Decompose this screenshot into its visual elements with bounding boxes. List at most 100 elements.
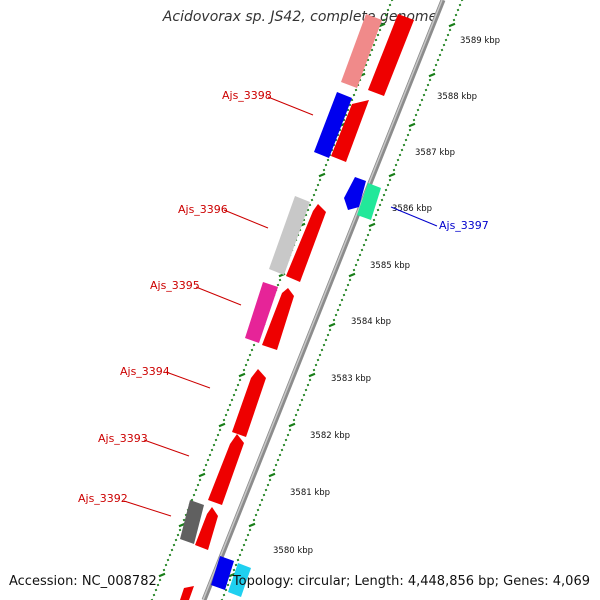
- tick-mark: [396, 158, 400, 162]
- tick-mark: [372, 218, 376, 222]
- tick-mark: [178, 528, 182, 532]
- tick-mark: [448, 28, 452, 32]
- feature-cds-red[interactable]: [195, 507, 218, 550]
- tick-mark: [440, 48, 444, 52]
- feature-ajs-3394[interactable]: [232, 369, 266, 437]
- tick-mark: [398, 153, 402, 157]
- tick-mark: [394, 163, 398, 167]
- tick-mark: [182, 518, 186, 522]
- tick-mark: [374, 38, 378, 42]
- feature-cds-cyan[interactable]: [228, 563, 251, 597]
- tick-mark: [376, 33, 380, 37]
- tick-mark: [370, 48, 374, 52]
- tick-mark: [196, 483, 200, 487]
- feature-cds-red[interactable]: [368, 14, 414, 96]
- tick-mark: [344, 113, 348, 117]
- feature-cds-blue[interactable]: [211, 556, 234, 590]
- feature-ajs-3395[interactable]: [245, 282, 278, 343]
- tick-mark: [392, 168, 396, 172]
- tick-mark: [400, 148, 404, 152]
- tick-mark: [230, 398, 234, 402]
- feature-ajs-3392[interactable]: [180, 500, 204, 544]
- gene-label[interactable]: Ajs_3395: [150, 279, 200, 292]
- feature-cds-red[interactable]: [262, 288, 294, 350]
- tick-mark: [168, 553, 172, 557]
- feature-cds-red[interactable]: [286, 204, 326, 282]
- feature-cds-red[interactable]: [331, 100, 369, 162]
- outer-tick-track: [220, 0, 464, 600]
- tick-mark: [352, 268, 356, 272]
- tick-mark: [246, 358, 250, 362]
- tick-mark: [302, 393, 306, 397]
- tick-mark: [256, 508, 260, 512]
- tick-mark: [304, 213, 308, 217]
- gene-leader-line: [223, 209, 269, 229]
- tick-mark: [252, 518, 256, 522]
- tick-mark: [162, 568, 166, 572]
- tick-mark: [174, 538, 178, 542]
- gene-label[interactable]: Ajs_3394: [120, 365, 170, 378]
- gene-label[interactable]: Ajs_3393: [98, 432, 148, 445]
- tick-mark: [312, 368, 316, 372]
- tick-mark: [354, 88, 358, 92]
- tick-mark: [362, 243, 366, 247]
- tick-mark: [324, 163, 328, 167]
- tick-mark: [190, 498, 194, 502]
- tick-mark: [314, 363, 318, 367]
- gene-label[interactable]: Ajs_3397: [439, 219, 489, 232]
- gene-label[interactable]: Ajs_3396: [178, 203, 228, 216]
- tick-mark: [406, 133, 410, 137]
- tick-mark: [446, 33, 450, 37]
- tick-mark: [378, 22, 386, 28]
- gene-leader-line: [165, 371, 211, 389]
- tick-mark: [384, 13, 388, 17]
- feature-cds-pink[interactable]: [341, 14, 382, 88]
- tick-mark: [274, 463, 278, 467]
- feature-ajs-3393[interactable]: [208, 434, 244, 505]
- tick-mark: [158, 572, 166, 578]
- tick-mark: [266, 483, 270, 487]
- tick-mark: [322, 343, 326, 347]
- tick-mark: [236, 558, 240, 562]
- tick-mark: [170, 548, 174, 552]
- tick-mark: [418, 103, 422, 107]
- scale-label: 3586 kbp: [392, 204, 432, 214]
- tick-mark: [298, 403, 302, 407]
- tick-mark: [216, 433, 220, 437]
- tick-mark: [382, 18, 386, 22]
- tick-mark: [264, 488, 268, 492]
- tick-mark: [156, 583, 160, 587]
- tick-mark: [254, 513, 258, 517]
- tick-mark: [268, 472, 276, 478]
- tick-mark: [232, 568, 236, 572]
- tick-mark: [308, 203, 312, 207]
- tick-mark: [236, 383, 240, 387]
- feature-cds-red[interactable]: [180, 586, 194, 600]
- gene-label[interactable]: Ajs_3398: [222, 89, 272, 102]
- gene-label-group: Ajs_3398 Ajs_3397 Ajs_3396 Ajs_3395 Ajs_3394…: [78, 89, 489, 517]
- tick-mark: [238, 378, 242, 382]
- tick-mark: [248, 522, 256, 528]
- accession-text: Accession: NC_008782: [9, 574, 157, 589]
- tick-mark: [442, 43, 446, 47]
- scale-label: 3588 kbp: [437, 92, 477, 102]
- tick-mark: [428, 72, 436, 78]
- tick-mark: [324, 338, 328, 342]
- feature-ajs-3397[interactable]: [357, 183, 381, 220]
- tick-mark: [388, 3, 392, 7]
- tick-mark: [348, 272, 356, 278]
- tick-mark: [386, 183, 390, 187]
- tick-mark: [228, 572, 236, 578]
- genome-backbone: [201, 0, 446, 600]
- tick-mark: [212, 443, 216, 447]
- gene-label[interactable]: Ajs_3392: [78, 492, 128, 505]
- feature-ajs-3398[interactable]: [314, 92, 352, 158]
- tick-mark: [152, 593, 156, 597]
- feature-ajs-3396[interactable]: [269, 196, 310, 275]
- tick-mark: [414, 113, 418, 117]
- tick-mark: [328, 322, 336, 328]
- tick-mark: [348, 278, 352, 282]
- tick-mark: [232, 393, 236, 397]
- tick-mark: [304, 388, 308, 392]
- feature-cds-blue[interactable]: [344, 177, 366, 210]
